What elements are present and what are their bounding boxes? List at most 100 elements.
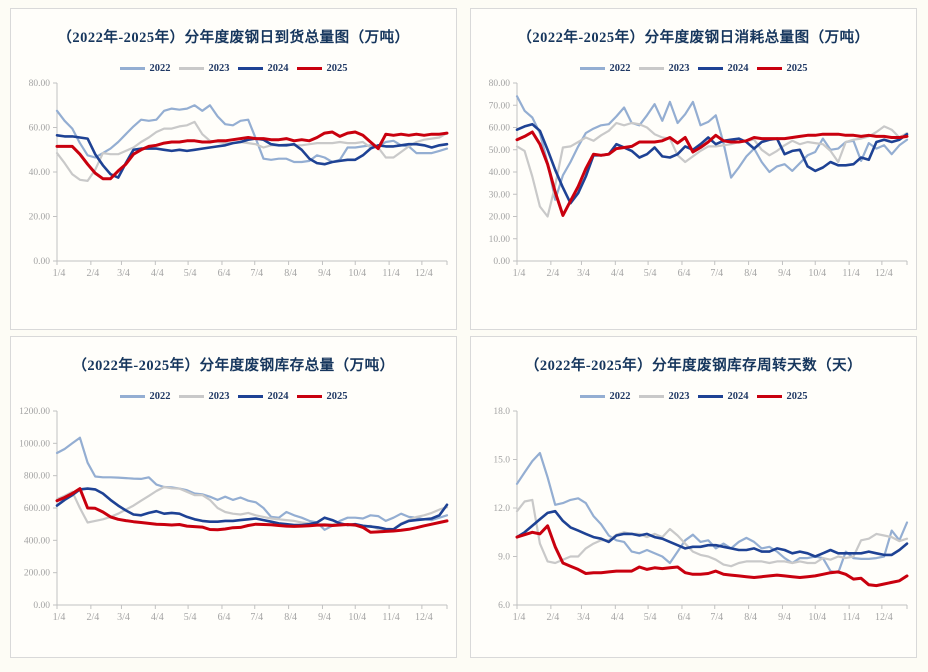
x-axis-label: 1/4 [53,268,66,279]
chart-title-inventory-total: （2022年-2025年）分年度废钢库存总量（万吨） [72,358,395,374]
y-axis-label: 800.00 [24,472,50,482]
series-line-2023 [515,498,909,568]
legend-label-2022: 2022 [609,63,631,74]
y-axis-label: 20.00 [29,213,51,223]
legend-swatch-2024 [697,395,723,398]
x-axis-label: 6/4 [678,612,691,623]
legend-item-2025: 2025 [756,391,808,402]
x-axis-label: 7/4 [250,612,263,623]
legend-item-2023: 2023 [638,391,690,402]
x-axis-label: 5/4 [644,612,657,623]
legend-swatch-2025 [756,67,782,70]
legend-label-2022: 2022 [149,63,171,74]
y-axis-label: 70.00 [489,101,511,111]
x-axis-label: 2/4 [86,612,99,623]
line-chart-inventory-total: 0.00 200.00 400.00 600.00 800.00 1000.00 1200.… [19,407,449,623]
y-axis-label: 1000.00 [19,439,50,449]
y-axis-label: 15.0 [493,456,510,466]
series-line-2024 [515,509,909,558]
series-line-2025 [515,130,909,217]
legend-label-2025: 2025 [326,63,348,74]
x-axis-label: 2/4 [546,612,559,623]
x-axis-label: 9/4 [778,612,791,623]
legend-swatch-2023 [178,67,204,70]
x-axis-label: 12/4 [415,612,433,623]
legend-item-2025: 2025 [756,63,808,74]
legend-label-2024: 2024 [267,391,289,402]
x-axis-label: 11/4 [842,268,859,279]
y-axis-label: 40.00 [29,168,51,178]
legend-item-2025: 2025 [296,63,348,74]
chart-panel-inventory-total: （2022年-2025年）分年度废钢库存总量（万吨） 2022 2023 2024 2… [10,336,457,658]
legend-swatch-2022 [119,67,145,70]
legend-label-2024: 2024 [727,63,749,74]
x-axis-label: 3/4 [577,268,590,279]
legend-item-2022: 2022 [119,63,171,74]
legend-label-2023: 2023 [208,63,230,74]
legend-swatch-2025 [296,395,322,398]
legend-item-2022: 2022 [579,391,631,402]
legend-swatch-2025 [756,395,782,398]
x-axis-label: 1/4 [53,612,66,623]
x-axis-label: 12/4 [875,268,893,279]
x-axis-label: 9/4 [318,268,331,279]
legend-label-2023: 2023 [208,391,230,402]
y-axis-label: 20.00 [489,213,511,223]
x-axis-label: 5/4 [644,268,657,279]
legend-swatch-2024 [237,395,263,398]
chart-title-daily-consumption: （2022年-2025年）分年度废钢日消耗总量图（万吨） [517,30,870,46]
x-axis-label: 1/4 [513,268,526,279]
series-line-2023 [55,120,449,183]
legend-label-2025: 2025 [326,391,348,402]
y-axis-label: 0.00 [33,257,50,267]
x-axis-label: 6/4 [218,268,231,279]
y-axis-label: 400.00 [24,536,50,546]
y-axis-label: 0.00 [33,601,50,611]
y-axis-label: 12.0 [493,504,510,514]
x-axis-label: 4/4 [611,268,624,279]
y-axis-label: 18.0 [493,407,510,417]
x-axis-label: 6/4 [678,268,691,279]
x-axis-label: 7/4 [710,612,723,623]
series-line-2025 [55,487,449,534]
series-line-2025 [55,130,449,181]
legend-item-2024: 2024 [697,391,749,402]
legend-label-2023: 2023 [668,391,690,402]
legend-item-2023: 2023 [178,63,230,74]
x-axis-label: 11/4 [382,612,399,623]
x-axis-label: 3/4 [117,268,130,279]
legend-swatch-2023 [638,395,664,398]
y-axis-label: 60.00 [29,124,51,134]
x-axis-label: 4/4 [611,612,624,623]
series-line-2024 [515,122,909,205]
y-axis-label: 600.00 [24,504,50,514]
legend-item-2022: 2022 [119,391,171,402]
x-axis-label: 10/4 [348,612,366,623]
y-axis-label: 6.0 [498,601,510,611]
legend-inventory-total: 2022 2023 2024 2025 [11,390,456,403]
x-axis-label: 8/4 [284,612,297,623]
legend-swatch-2024 [697,67,723,70]
x-axis-label: 9/4 [778,268,791,279]
y-axis-label: 40.00 [489,168,511,178]
legend-swatch-2022 [119,395,145,398]
legend-turnover-days: 2022 2023 2024 2025 [471,390,916,403]
chart-panel-turnover-days: （2022年-2025年）分年度废钢库存周转天数（天） 2022 2023 2024… [470,336,917,658]
legend-label-2024: 2024 [267,63,289,74]
legend-daily-arrival: 2022 2023 2024 2025 [11,62,456,75]
chart-panel-daily-arrival: （2022年-2025年）分年度废钢日到货总量图（万吨） 2022 2023 202… [10,8,457,330]
legend-swatch-2024 [237,67,263,70]
series-line-2023 [515,121,909,218]
legend-swatch-2023 [638,67,664,70]
series-line-2022 [515,451,909,574]
x-axis-label: 2/4 [546,268,559,279]
x-axis-label: 1/4 [513,612,526,623]
legend-item-2023: 2023 [638,63,690,74]
y-axis-label: 9.0 [498,553,510,563]
x-axis-label: 11/4 [382,268,399,279]
x-axis-label: 7/4 [250,268,263,279]
series-line-2025 [515,524,909,588]
x-axis-label: 2/4 [86,268,99,279]
y-axis-label: 30.00 [489,190,511,200]
